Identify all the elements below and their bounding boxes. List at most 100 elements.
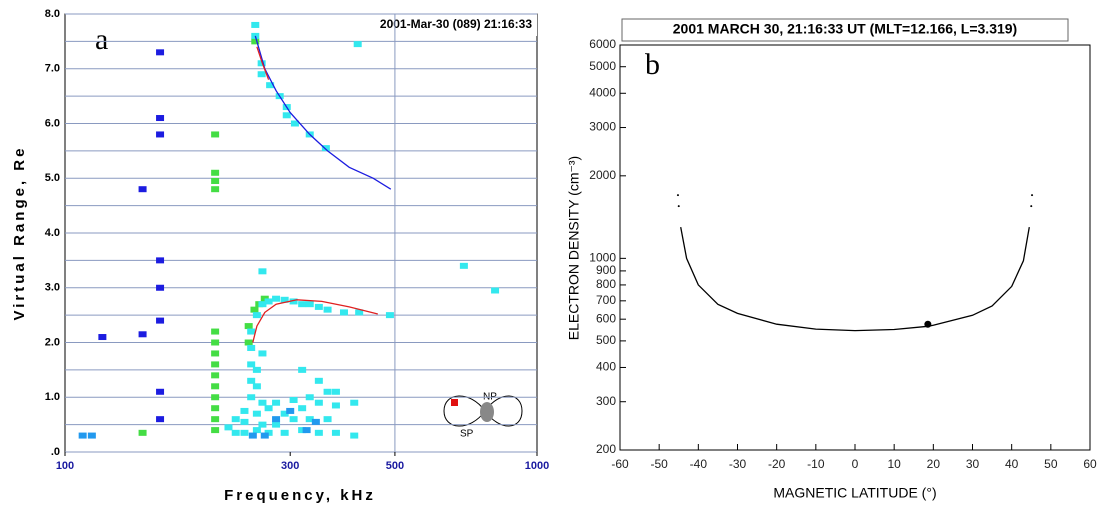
echo-cell: [231, 416, 240, 423]
echo-cell: [240, 418, 249, 425]
echo-cell: [240, 407, 249, 414]
echo-cell: [247, 394, 256, 401]
echo-cell: [321, 145, 330, 152]
annotation: 2001-Mar-30 (089) 21:16:33: [380, 17, 532, 31]
x-tick-label: -60: [611, 457, 629, 471]
y-axis-label: ELECTRON DENSITY (cm⁻³): [566, 156, 582, 340]
echo-cell: [286, 407, 295, 414]
echo-cell: [138, 186, 147, 193]
echo-cell: [211, 177, 220, 184]
echo-cell: [258, 350, 267, 357]
x-tick-label: 30: [966, 457, 980, 471]
echo-cell: [250, 306, 259, 313]
echo-cell: [331, 388, 340, 395]
y-tick-label: 600: [596, 311, 616, 325]
echo-cell: [231, 429, 240, 436]
echo-cell: [305, 301, 314, 308]
y-tick-label: 200: [596, 442, 616, 456]
echo-cell: [289, 298, 298, 305]
echo-cell: [211, 186, 220, 193]
echo-cell: [350, 399, 359, 406]
x-tick-label: 100: [56, 460, 74, 472]
x-tick-label: 50: [1044, 457, 1058, 471]
x-tick-label: -10: [807, 457, 825, 471]
y-tick-label: 2000: [589, 168, 616, 182]
echo-cell: [211, 427, 220, 434]
y-tick-label: 2.0: [45, 336, 60, 348]
echo-cell: [211, 131, 220, 138]
y-tick-label: 400: [596, 360, 616, 374]
echo-cell: [211, 328, 220, 335]
x-tick-label: 500: [386, 460, 404, 472]
echo-cell: [252, 366, 261, 373]
echo-cell: [156, 388, 165, 395]
echo-cell: [323, 416, 332, 423]
echo-cell: [302, 427, 311, 434]
x-tick-label: 40: [1005, 457, 1019, 471]
x-tick-label: -20: [768, 457, 786, 471]
echo-cell: [247, 361, 256, 368]
echo-cell: [251, 21, 260, 28]
y-tick-label: 3.0: [45, 282, 60, 294]
echo-cell: [350, 432, 359, 439]
echo-cell: [252, 383, 261, 390]
echo-cell: [211, 350, 220, 357]
x-tick-label: -50: [650, 457, 668, 471]
echo-cell: [289, 416, 298, 423]
echo-cell: [156, 115, 165, 122]
echo-cell: [156, 131, 165, 138]
echo-cell: [251, 32, 260, 39]
echo-cell: [211, 383, 220, 390]
echo-cell: [98, 334, 107, 341]
echo-cell: [282, 112, 291, 119]
y-tick-label: 700: [596, 293, 616, 307]
x-tick-label: -30: [729, 457, 747, 471]
echo-cell: [211, 394, 220, 401]
echo-cell: [339, 309, 348, 316]
echo-cell: [211, 339, 220, 346]
x-tick-label: 60: [1083, 457, 1097, 471]
echo-cell: [156, 416, 165, 423]
y-tick-label: 7.0: [45, 63, 60, 75]
y-tick-label: 900: [596, 263, 616, 277]
echo-cell: [314, 429, 323, 436]
x-tick-label: 0: [852, 457, 859, 471]
echo-cell: [258, 301, 267, 308]
echo-cell: [491, 287, 500, 294]
echo-cell: [272, 295, 281, 302]
echo-cell: [258, 268, 267, 275]
echo-cell: [211, 405, 220, 412]
dot: [1030, 205, 1033, 208]
echo-cell: [247, 377, 256, 384]
echo-cell: [156, 284, 165, 291]
title-box: [621, 18, 1069, 42]
x-tick-label: 300: [281, 460, 299, 472]
echo-cell: [252, 410, 261, 417]
y-tick-label: 4.0: [45, 227, 60, 239]
echo-cell: [247, 328, 256, 335]
echo-cell: [264, 298, 273, 305]
echo-cell: [272, 416, 281, 423]
x-axis-label: MAGNETIC LATITUDE (°): [773, 485, 936, 501]
echo-cell: [385, 312, 394, 319]
echo-cell: [305, 416, 314, 423]
earth: [480, 402, 494, 422]
echo-cell: [251, 38, 260, 45]
echo-cell: [244, 339, 253, 346]
x-tick-label: 10: [887, 457, 901, 471]
echo-cell: [211, 416, 220, 423]
echo-cell: [355, 309, 364, 316]
marker: [924, 320, 932, 328]
y-tick-label: 500: [596, 333, 616, 347]
plot-frame-b: [619, 44, 1091, 451]
echo-cell: [272, 421, 281, 428]
echo-cell: [257, 60, 266, 67]
y-tick-label: 6.0: [45, 117, 60, 129]
echo-cell: [211, 372, 220, 379]
curve: [252, 299, 378, 343]
orbit-inset: NP SP: [443, 392, 523, 440]
echo-cell: [298, 366, 307, 373]
y-tick-label: 1.0: [45, 391, 60, 403]
echo-cell: [87, 432, 96, 439]
dot: [1031, 194, 1034, 197]
